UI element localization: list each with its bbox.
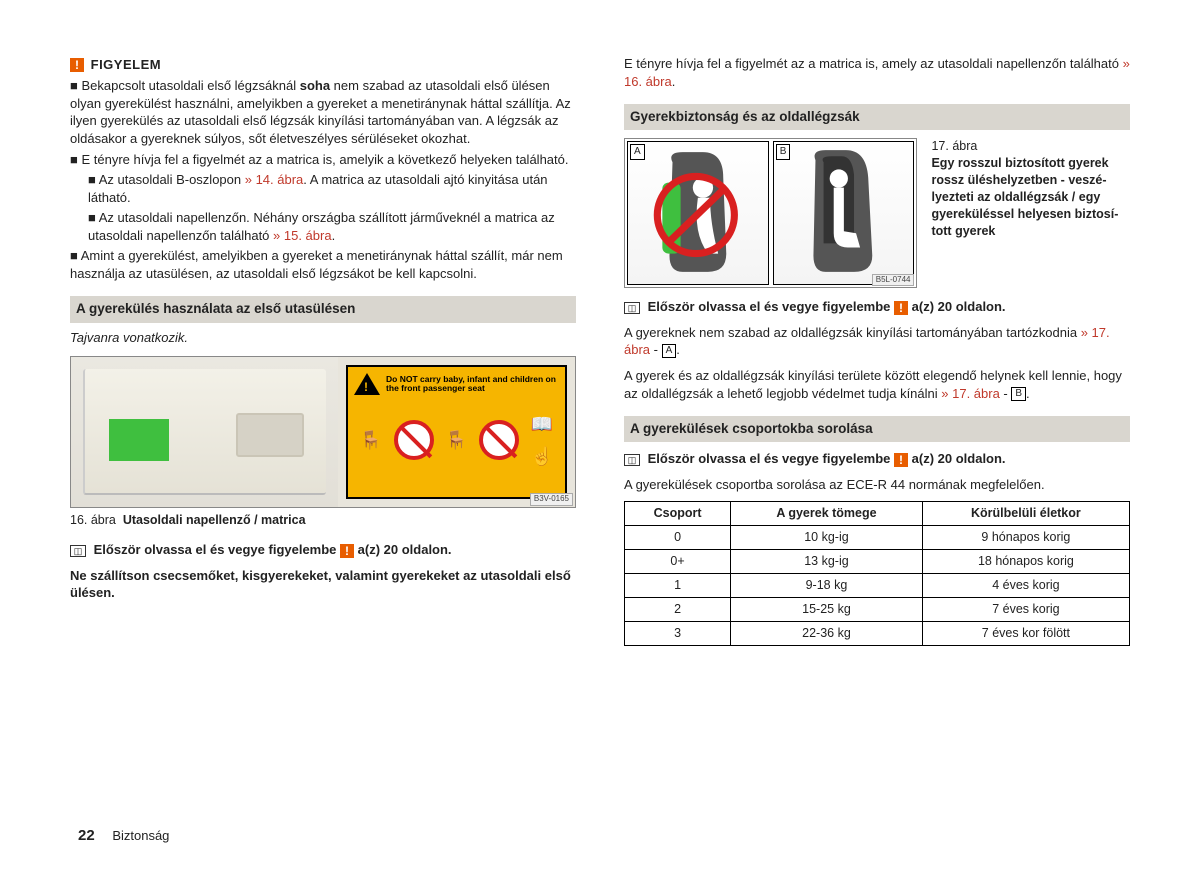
read-first-line-3: ◫ Először olvassa el és vegye figyelembe… [624,450,1130,468]
footer-section: Biztonság [112,828,169,843]
warn-bullet-4: ■ Az utasoldali napellenzőn. Néhány orsz… [88,209,576,244]
warning-title: FIGYELEM [91,57,161,72]
table-cell: 7 éves korig [922,597,1129,621]
section-1-title: A gyerekülés használata az első utasülés… [70,296,576,322]
manual-icon: 📖 [531,412,553,436]
warning-icon: ! [894,453,908,467]
table-cell: 4 éves korig [922,573,1129,597]
warn-bullet-5: ■ Amint a gyerekülést, amelyikben a gyer… [70,247,576,282]
page-number: 22 [78,827,95,844]
table-row: 0+13 kg-ig18 hónapos korig [625,550,1130,574]
warn-bullet-3: ■ Az utasoldali B-oszlopon » 14. ábra. A… [88,171,576,206]
left-column: ! FIGYELEM ■ Bekapcsolt utasoldali első … [70,55,576,646]
read-first-line-1: ◫ Először olvassa el és vegye figyelembe… [70,541,576,559]
table-cell: 15-25 kg [731,597,923,621]
vanity-mirror [236,413,304,457]
green-sticker [109,419,169,461]
table-cell: 2 [625,597,731,621]
table-row: 19-18 kg4 éves korig [625,573,1130,597]
section-2-title: Gyerekbiztonság és az oldallégzsák [624,104,1130,130]
table-row: 215-25 kg7 éves korig [625,597,1130,621]
right-column: E tényre hívja fel a figyelmét az a matr… [624,55,1130,646]
table-row: 010 kg-ig9 hónapos korig [625,526,1130,550]
table-cell: 3 [625,621,731,645]
figure-code: B5L-0744 [872,274,915,287]
table-cell: 10 kg-ig [731,526,923,550]
figure-17: A B [624,138,1130,288]
book-icon: ◫ [624,302,640,314]
sticker-text: Do NOT carry baby, infant and children o… [386,375,559,394]
table-row: 322-36 kg7 éves kor fölött [625,621,1130,645]
figure-16-caption: 16. ábra Utasoldali napellenző / matrica [70,512,576,529]
section-1-note: Tajvanra vonatkozik. [70,329,576,347]
triangle-warning-icon [354,373,380,395]
figure-17-panel-b: B [773,141,915,285]
child-seat-correct-icon [774,142,914,284]
table-cell: 22-36 kg [731,621,923,645]
table-cell: 7 éves kor fölött [922,621,1129,645]
page-spread: ! FIGYELEM ■ Bekapcsolt utasoldali első … [70,55,1130,646]
warning-icon: ! [340,544,354,558]
warning-sticker: Do NOT carry baby, infant and children o… [338,357,575,507]
table-cell: 9-18 kg [731,573,923,597]
table-cell: 1 [625,573,731,597]
figure-code: B3V-0165 [530,493,573,506]
child-seat-wrong-icon [628,142,768,284]
book-icon: ◫ [624,454,640,466]
prohibition-icon [479,420,519,460]
table-cell: 13 kg-ig [731,550,923,574]
sun-visor-illustration [71,357,338,507]
child-seat-group-table: Csoport A gyerek tömege Körülbelüli élet… [624,501,1130,645]
warning-icon: ! [70,58,84,72]
table-cell: 0 [625,526,731,550]
read-first-line-2: ◫ Először olvassa el és vegye figyelembe… [624,298,1130,316]
table-cell: 18 hónapos korig [922,550,1129,574]
no-transport-warning: Ne szállítson csecsemőket, kisgyerekeket… [70,567,576,602]
figure-16: Do NOT carry baby, infant and children o… [70,356,576,508]
figure-17-caption: 17. ábra Egy rosszul biztosított gyerek … [931,138,1130,288]
warn-bullet-1: ■ Bekapcsolt utasoldali első légzsáknál … [70,77,576,147]
hand-icon: ☝ [531,444,553,468]
right-intro: E tényre hívja fel a figyelmét az a matr… [624,55,1130,90]
page-footer: 22 Biztonság [78,826,169,846]
sec2-p2: A gyerek és az oldallégzsák kinyílási te… [624,367,1130,402]
warning-header: ! FIGYELEM [70,55,576,73]
prohibition-icon [394,420,434,460]
section-3-title: A gyerekülések csoportokba sorolása [624,416,1130,442]
table-cell: 9 hónapos korig [922,526,1129,550]
warn-bullet-2: ■ E tényre hívja fel a figyelmét az a ma… [70,151,576,169]
seat-icon: 🪑 [445,428,467,452]
table-header: Körülbelüli életkor [922,502,1129,526]
sec3-intro: A gyerekülések csoportba sorolása az ECE… [624,476,1130,494]
sec2-p1: A gyereknek nem szabad az oldallégzsák k… [624,324,1130,359]
table-header: Csoport [625,502,731,526]
figure-17-panel-a: A [627,141,769,285]
seat-icon: 🪑 [360,428,382,452]
table-header: A gyerek tömege [731,502,923,526]
warning-icon: ! [894,301,908,315]
book-icon: ◫ [70,545,86,557]
table-cell: 0+ [625,550,731,574]
